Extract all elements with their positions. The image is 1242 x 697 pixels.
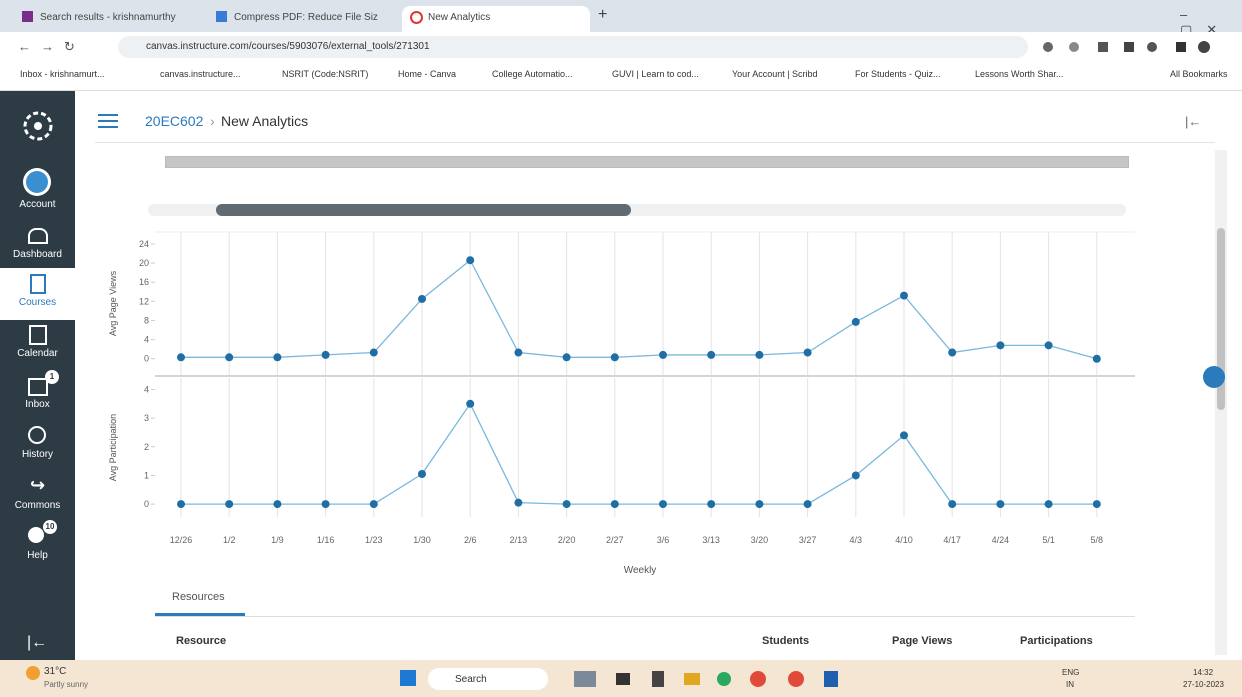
y-tick-label: 1	[144, 470, 149, 480]
data-point	[659, 500, 667, 508]
x-tick-label: 2/27	[606, 535, 624, 545]
data-point	[611, 500, 619, 508]
y-tick-label: 4	[144, 384, 149, 394]
page: New Analytics { "browser": { "tabs": ["S…	[0, 0, 1242, 697]
data-point	[322, 351, 330, 359]
data-point	[466, 256, 474, 264]
data-point	[273, 353, 281, 361]
y-tick-label: 24	[139, 239, 149, 249]
x-tick-label: 3/20	[751, 535, 769, 545]
series-line	[181, 404, 1097, 504]
data-point	[852, 471, 860, 479]
data-point	[1093, 355, 1101, 363]
data-point	[1045, 500, 1053, 508]
x-tick-label: 5/8	[1091, 535, 1104, 545]
x-tick-label: 2/6	[464, 535, 477, 545]
weather: Partly sunny	[44, 680, 88, 689]
y-tick-label: 20	[139, 258, 149, 268]
data-point	[514, 499, 522, 507]
y-tick-label: 0	[144, 354, 149, 364]
data-point	[514, 349, 522, 357]
start-button[interactable]	[400, 670, 416, 686]
data-point	[996, 500, 1004, 508]
data-point	[707, 500, 715, 508]
x-tick-label: 1/30	[413, 535, 431, 545]
column-header[interactable]: Students	[762, 635, 809, 647]
temperature: 31°C	[44, 666, 66, 677]
data-point	[225, 500, 233, 508]
data-point	[948, 500, 956, 508]
data-point	[948, 349, 956, 357]
y-tick-label: 8	[144, 315, 149, 325]
x-tick-label: 2/13	[510, 535, 528, 545]
language: ENG	[1062, 668, 1079, 677]
data-point	[466, 400, 474, 408]
chart: 04812162024Avg Page Views01234Avg Partic…	[0, 0, 1200, 600]
region: IN	[1066, 680, 1074, 689]
search-label: Search	[455, 674, 487, 685]
data-point	[370, 349, 378, 357]
data-point	[273, 500, 281, 508]
column-header[interactable]: Participations	[1020, 635, 1093, 647]
data-point	[1045, 341, 1053, 349]
data-point	[225, 353, 233, 361]
data-point	[418, 295, 426, 303]
x-tick-label: 4/10	[895, 535, 913, 545]
y-tick-label: 0	[144, 499, 149, 509]
screen: Search results - krishnamurthy Compress …	[0, 0, 1242, 697]
taskbar-apps	[570, 668, 840, 690]
x-axis-title: Weekly	[624, 565, 657, 576]
x-tick-label: 1/9	[271, 535, 284, 545]
y-tick-label: 16	[139, 277, 149, 287]
x-tick-label: 3/27	[799, 535, 817, 545]
x-tick-label: 1/23	[365, 535, 383, 545]
data-point	[755, 351, 763, 359]
data-point	[370, 500, 378, 508]
tab[interactable]: Resources	[172, 591, 225, 603]
y-axis-title: Avg Page Views	[108, 270, 118, 336]
clock-date: 27-10-2023	[1183, 680, 1224, 689]
data-point	[322, 500, 330, 508]
x-tick-label: 2/20	[558, 535, 576, 545]
search-box[interactable]	[428, 668, 548, 690]
data-point	[804, 500, 812, 508]
data-point	[563, 353, 571, 361]
weather-icon	[26, 666, 40, 680]
x-tick-label: 4/17	[943, 535, 961, 545]
data-point	[996, 341, 1004, 349]
data-point	[755, 500, 763, 508]
data-point	[1093, 500, 1101, 508]
data-point	[804, 349, 812, 357]
x-tick-label: 3/6	[657, 535, 670, 545]
data-point	[900, 292, 908, 300]
y-axis-title: Avg Participation	[108, 414, 118, 481]
divider	[155, 616, 1135, 617]
data-point	[177, 500, 185, 508]
y-tick-label: 4	[144, 335, 149, 345]
data-point	[611, 353, 619, 361]
x-tick-label: 4/3	[850, 535, 863, 545]
column-header[interactable]: Resource	[176, 635, 226, 647]
help-bubble[interactable]	[1203, 366, 1225, 388]
data-point	[659, 351, 667, 359]
y-tick-label: 3	[144, 413, 149, 423]
data-point	[177, 353, 185, 361]
data-point	[418, 470, 426, 478]
collapse-nav[interactable]: |←	[27, 634, 47, 652]
clock-time: 14:32	[1193, 668, 1213, 677]
y-tick-label: 2	[144, 442, 149, 452]
data-point	[900, 431, 908, 439]
x-tick-label: 5/1	[1042, 535, 1055, 545]
data-point	[563, 500, 571, 508]
x-tick-label: 12/26	[170, 535, 193, 545]
data-point	[852, 318, 860, 326]
data-point	[707, 351, 715, 359]
x-tick-label: 4/24	[992, 535, 1010, 545]
x-tick-label: 1/2	[223, 535, 236, 545]
x-tick-label: 3/13	[702, 535, 720, 545]
y-tick-label: 12	[139, 296, 149, 306]
x-tick-label: 1/16	[317, 535, 335, 545]
series-line	[181, 260, 1097, 359]
column-header[interactable]: Page Views	[892, 635, 952, 647]
